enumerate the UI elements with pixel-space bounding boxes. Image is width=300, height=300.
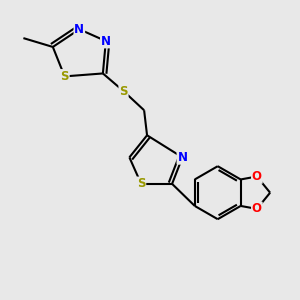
Text: S: S	[137, 177, 146, 190]
Text: N: N	[74, 23, 84, 36]
Text: S: S	[119, 85, 128, 98]
Text: O: O	[252, 202, 262, 215]
Text: O: O	[252, 170, 262, 183]
Text: N: N	[177, 151, 188, 164]
Text: S: S	[60, 70, 69, 83]
Text: N: N	[101, 34, 111, 48]
